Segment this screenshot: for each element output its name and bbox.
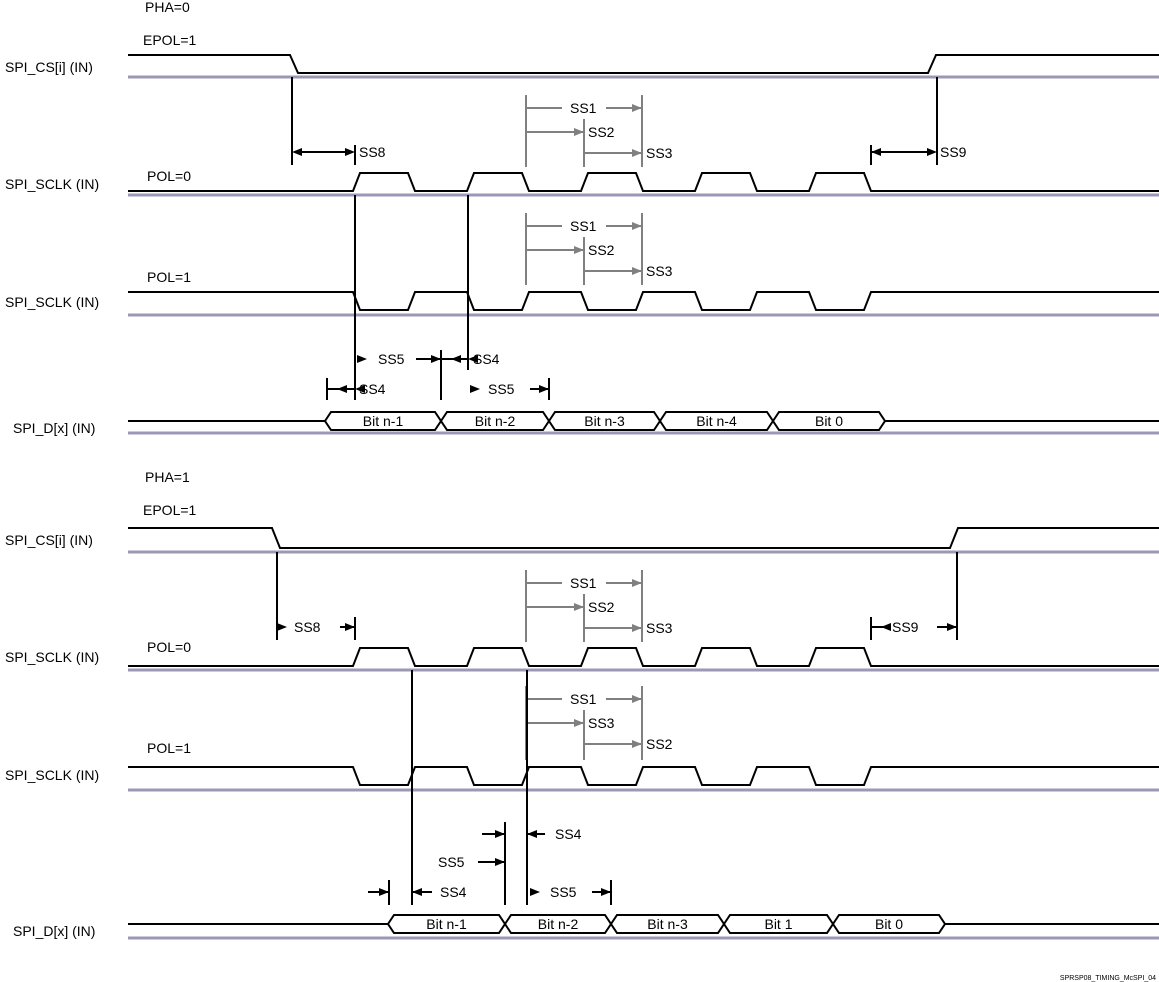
arrowhead bbox=[292, 148, 302, 156]
arrowhead bbox=[277, 623, 287, 631]
data-bit-cell bbox=[831, 914, 947, 934]
pol1-label: POL=1 bbox=[147, 269, 191, 285]
arrowhead bbox=[527, 830, 537, 838]
arrowhead bbox=[355, 385, 365, 393]
pha-label: PHA=0 bbox=[145, 0, 190, 15]
arrowhead bbox=[345, 623, 355, 631]
signal-label-cs: SPI_CS[i] (IN) bbox=[5, 59, 93, 75]
arrowhead bbox=[632, 149, 642, 157]
arrowhead bbox=[927, 148, 937, 156]
signal-label-sclk-pol0: SPI_SCLK (IN) bbox=[5, 649, 99, 665]
timing-label-ss4: SS4 bbox=[555, 826, 582, 842]
sclk-pol1-waveform bbox=[128, 291, 1159, 311]
arrowhead bbox=[431, 355, 441, 363]
signal-label-cs: SPI_CS[i] (IN) bbox=[5, 532, 93, 548]
arrowhead bbox=[632, 740, 642, 748]
pol1-label: POL=1 bbox=[147, 740, 191, 756]
arrowhead bbox=[468, 355, 478, 363]
arrowhead bbox=[632, 579, 642, 587]
arrowhead bbox=[451, 355, 461, 363]
data-bit-label: Bit n-3 bbox=[584, 413, 625, 429]
epol-label: EPOL=1 bbox=[143, 32, 197, 48]
data-bit-label: Bit 0 bbox=[815, 413, 843, 429]
timing-label-ss9: SS9 bbox=[940, 144, 967, 160]
timing-label-ss: SS1 bbox=[570, 100, 597, 116]
arrowhead bbox=[632, 267, 642, 275]
timing-label-ss: SS2 bbox=[588, 124, 615, 140]
arrowhead bbox=[947, 623, 957, 631]
timing-label-ss: SS2 bbox=[646, 736, 673, 752]
pha-label: PHA=1 bbox=[145, 469, 190, 485]
arrowhead bbox=[574, 128, 584, 136]
timing-label-ss5: SS5 bbox=[438, 854, 465, 870]
figure-id-label: SPRSP08_TIMING_McSPI_04 bbox=[1060, 975, 1156, 982]
cs-waveform bbox=[128, 54, 1159, 74]
data-bit-label: Bit n-4 bbox=[696, 413, 737, 429]
arrowhead bbox=[601, 888, 611, 896]
arrowhead bbox=[632, 695, 642, 703]
timing-label-ss4: SS4 bbox=[440, 884, 467, 900]
arrowhead bbox=[871, 148, 881, 156]
data-bit-cell bbox=[771, 411, 887, 431]
data-bit-label: Bit n-2 bbox=[475, 413, 516, 429]
arrowhead bbox=[412, 888, 422, 896]
arrowhead bbox=[574, 246, 584, 254]
arrowhead bbox=[632, 624, 642, 632]
timing-label-ss8: SS8 bbox=[294, 619, 321, 635]
signal-label-sclk-pol1: SPI_SCLK (IN) bbox=[5, 767, 99, 783]
timing-label-ss4: SS4 bbox=[473, 351, 500, 367]
data-bit-label: Bit n-1 bbox=[426, 916, 467, 932]
arrowhead bbox=[470, 385, 480, 393]
arrowhead bbox=[632, 222, 642, 230]
signal-label-sclk-pol1: SPI_SCLK (IN) bbox=[5, 294, 99, 310]
timing-label-ss: SS1 bbox=[570, 575, 597, 591]
arrowhead bbox=[379, 888, 389, 896]
data-bit-label: Bit n-2 bbox=[538, 916, 579, 932]
arrowhead bbox=[337, 385, 347, 393]
signal-label-data: SPI_D[x] (IN) bbox=[13, 923, 95, 939]
signal-label-sclk-pol0: SPI_SCLK (IN) bbox=[5, 176, 99, 192]
timing-label-ss9: SS9 bbox=[892, 619, 919, 635]
timing-label-ss5: SS5 bbox=[550, 884, 577, 900]
arrowhead bbox=[345, 148, 355, 156]
data-bit-label: Bit n-3 bbox=[647, 916, 688, 932]
timing-label-ss: SS1 bbox=[570, 218, 597, 234]
data-bit-label: Bit 0 bbox=[875, 916, 903, 932]
timing-label-ss8: SS8 bbox=[359, 144, 386, 160]
data-bit-label: Bit n-1 bbox=[363, 413, 404, 429]
arrowhead bbox=[574, 603, 584, 611]
arrowhead bbox=[632, 104, 642, 112]
data-bit-label: Bit 1 bbox=[764, 916, 792, 932]
timing-label-ss: SS1 bbox=[570, 691, 597, 707]
epol-label: EPOL=1 bbox=[143, 502, 197, 518]
timing-label-ss5: SS5 bbox=[378, 351, 405, 367]
timing-label-ss: SS3 bbox=[646, 263, 673, 279]
timing-label-ss: SS2 bbox=[588, 242, 615, 258]
sclk-pol0-waveform bbox=[128, 172, 1159, 192]
sclk-pol0-waveform bbox=[128, 647, 1159, 667]
arrowhead bbox=[357, 355, 367, 363]
arrowhead bbox=[495, 858, 505, 866]
sclk-pol1-waveform bbox=[128, 766, 1159, 786]
timing-label-ss: SS3 bbox=[588, 715, 615, 731]
signal-label-data: SPI_D[x] (IN) bbox=[13, 420, 95, 436]
pol0-label: POL=0 bbox=[147, 639, 191, 655]
cs-waveform bbox=[128, 527, 1159, 549]
timing-label-ss4: SS4 bbox=[359, 381, 386, 397]
arrowhead bbox=[495, 830, 505, 838]
timing-label-ss: SS2 bbox=[588, 599, 615, 615]
timing-label-ss: SS3 bbox=[646, 620, 673, 636]
arrowhead bbox=[530, 888, 540, 896]
pol0-label: POL=0 bbox=[147, 168, 191, 184]
arrowhead bbox=[574, 719, 584, 727]
arrowhead bbox=[539, 385, 549, 393]
timing-label-ss: SS3 bbox=[646, 145, 673, 161]
timing-label-ss5: SS5 bbox=[488, 381, 515, 397]
